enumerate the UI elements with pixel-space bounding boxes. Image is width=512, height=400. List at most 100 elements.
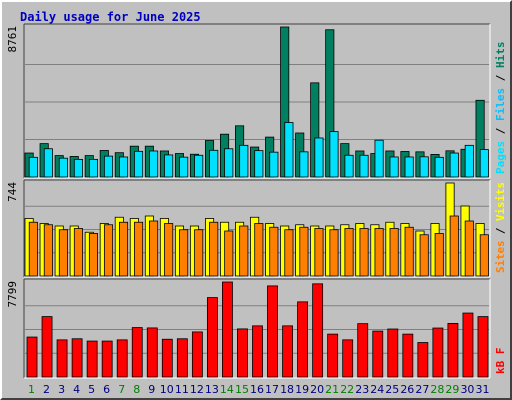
bar-kb-f-3	[56, 339, 68, 378]
bar-kb-f-7	[116, 339, 128, 378]
bar-sites-25	[389, 228, 399, 277]
x-tick-label-18: 18	[280, 383, 294, 396]
x-tick-label-24: 24	[370, 383, 384, 396]
bar-pages-5	[88, 158, 99, 178]
bar-sites-17	[269, 226, 279, 277]
x-tick-label-15: 15	[235, 383, 249, 396]
bar-pages-31	[479, 149, 489, 178]
x-tick-label-27: 27	[415, 383, 429, 396]
bar-kb-f-10	[161, 338, 173, 378]
x-tick-label-11: 11	[175, 383, 189, 396]
x-tick-label-16: 16	[250, 383, 264, 396]
bar-sites-18	[284, 229, 294, 277]
bar-pages-30	[464, 144, 474, 178]
bar-sites-16	[254, 223, 264, 277]
bar-pages-13	[209, 149, 219, 178]
x-tick-label-23: 23	[355, 383, 369, 396]
x-tick-label-26: 26	[400, 383, 414, 396]
bar-kb-f-11	[176, 338, 188, 378]
bar-kb-f-26	[402, 333, 414, 378]
bar-pages-10	[164, 154, 174, 178]
bar-sites-3	[58, 229, 68, 277]
bar-sites-5	[88, 233, 99, 277]
bar-kb-f-23	[357, 323, 369, 378]
bar-sites-4	[73, 228, 83, 277]
x-tick-label-9: 9	[148, 383, 155, 396]
bar-pages-4	[73, 158, 83, 178]
legend-entry: /	[494, 121, 507, 141]
x-tick-label-19: 19	[295, 383, 309, 396]
bar-sites-22	[344, 228, 354, 277]
panel-visits-sites-legend: Sites / Visits	[494, 182, 507, 273]
x-tick-label-30: 30	[460, 383, 474, 396]
bar-pages-8	[134, 150, 144, 178]
bar-kb-f-19	[297, 301, 309, 378]
bar-pages-23	[359, 154, 369, 178]
x-tick-label-14: 14	[220, 383, 234, 396]
bar-pages-18	[284, 122, 294, 178]
x-tick-label-4: 4	[73, 383, 80, 396]
bar-kb-f-30	[462, 312, 474, 378]
bar-pages-7	[119, 156, 129, 178]
bar-kb-f-16	[252, 325, 263, 378]
bar-sites-15	[239, 225, 249, 277]
chart-title: Daily usage for June 2025	[20, 10, 201, 24]
bar-pages-27	[419, 156, 429, 178]
bar-pages-2	[43, 148, 53, 178]
bar-sites-19	[299, 226, 309, 277]
x-tick-label-7: 7	[118, 383, 125, 396]
bar-pages-15	[239, 144, 249, 178]
bar-pages-20	[314, 137, 324, 178]
x-tick-label-2: 2	[43, 383, 50, 396]
x-tick-label-3: 3	[58, 383, 65, 396]
panel-kbf-legend: kB F	[494, 348, 507, 375]
bar-sites-12	[194, 229, 204, 277]
x-tick-label-22: 22	[340, 383, 354, 396]
bar-kb-f-29	[447, 323, 459, 378]
bar-kb-f-17	[267, 285, 278, 378]
bar-sites-7	[119, 221, 129, 277]
bar-pages-11	[179, 156, 189, 178]
bar-kb-f-21	[327, 333, 339, 378]
bar-sites-11	[179, 229, 189, 277]
bar-kb-f-8	[131, 327, 143, 378]
bar-sites-28	[434, 233, 444, 277]
bar-pages-25	[389, 156, 399, 178]
bar-sites-23	[359, 228, 369, 277]
bar-kb-f-14	[222, 281, 233, 378]
x-tick-label-1: 1	[28, 383, 35, 396]
bar-kb-f-18	[282, 325, 293, 378]
legend-entry: kB F	[494, 348, 507, 375]
x-tick-label-25: 25	[385, 383, 399, 396]
x-tick-label-29: 29	[445, 383, 459, 396]
bar-kb-f-28	[432, 327, 444, 378]
bar-pages-1	[28, 156, 38, 178]
bar-sites-9	[149, 220, 159, 277]
bar-sites-21	[329, 229, 339, 277]
x-tick-label-20: 20	[310, 383, 324, 396]
legend-entry: Visits	[494, 182, 507, 221]
bar-pages-21	[329, 131, 339, 178]
panel-hits-files-pages-legend: Pages / Files / Hits	[494, 42, 507, 175]
bar-pages-16	[254, 150, 264, 178]
bar-sites-31	[479, 234, 489, 277]
bar-pages-22	[344, 154, 354, 178]
x-tick-label-6: 6	[103, 383, 110, 396]
x-tick-label-31: 31	[475, 383, 489, 396]
bar-sites-1	[28, 221, 38, 277]
bar-pages-19	[299, 151, 309, 178]
legend-entry: /	[494, 68, 507, 88]
bar-pages-9	[149, 150, 159, 178]
bar-kb-f-15	[237, 328, 248, 378]
bar-sites-30	[464, 220, 474, 277]
x-tick-label-28: 28	[430, 383, 444, 396]
bar-kb-f-12	[191, 331, 203, 378]
bar-pages-24	[374, 139, 384, 178]
bar-pages-3	[58, 157, 68, 178]
bar-kb-f-9	[146, 327, 158, 378]
bar-kb-f-31	[477, 316, 489, 378]
bar-kb-f-20	[312, 283, 324, 378]
bar-kb-f-6	[101, 340, 113, 378]
legend-entry: Hits	[494, 42, 507, 69]
bar-kb-f-22	[342, 339, 354, 378]
